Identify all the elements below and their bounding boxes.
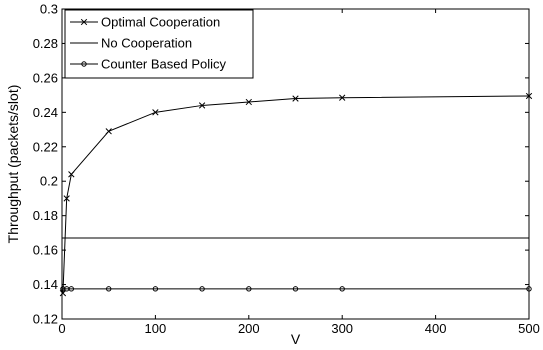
data-point xyxy=(339,286,345,292)
legend-item: Counter Based Policy xyxy=(70,57,227,72)
legend-marker xyxy=(81,61,87,67)
data-point xyxy=(105,128,112,135)
data-point xyxy=(63,195,70,202)
legend-box xyxy=(64,9,254,79)
data-point xyxy=(246,286,252,292)
y-tick-label: 0.26 xyxy=(33,70,58,85)
data-point xyxy=(59,290,67,297)
data-point xyxy=(152,286,159,292)
legend-marker xyxy=(80,18,88,26)
plot-content xyxy=(59,92,533,297)
data-point xyxy=(292,95,299,102)
y-tick-label: 0.28 xyxy=(33,36,58,51)
series-2 xyxy=(60,286,532,292)
plot-frame xyxy=(61,8,530,320)
y-tick-label: 0.2 xyxy=(40,174,58,189)
y-tick-label: 0.24 xyxy=(33,105,58,120)
data-point xyxy=(106,286,112,292)
data-point xyxy=(152,109,159,116)
series-line xyxy=(62,95,530,294)
legend-item: Optimal Cooperation xyxy=(70,15,220,30)
x-tick-label: 0 xyxy=(58,321,65,336)
data-point xyxy=(68,286,75,292)
series-0 xyxy=(59,92,533,297)
y-tick-label: 0.18 xyxy=(33,208,58,223)
x-tick-label: 500 xyxy=(518,321,540,336)
y-axis-label: Throughput (packets/slot) xyxy=(5,85,21,244)
data-point xyxy=(339,94,346,101)
y-tick-label: 0.22 xyxy=(33,139,58,154)
data-point xyxy=(199,286,205,292)
y-tick-label: 0.16 xyxy=(33,243,58,258)
axis-ticks: 0 100 200 300 400 500 0.12 0.14 0.16 0.18 0.2 0.22 0… xyxy=(33,2,540,337)
legend-label: Optimal Cooperation xyxy=(101,15,220,30)
legend-label: Counter Based Policy xyxy=(101,57,227,72)
data-point xyxy=(198,102,206,109)
y-tick-label: 0.3 xyxy=(40,2,58,17)
legend-label: No Cooperation xyxy=(101,36,192,51)
y-tick-label: 0.14 xyxy=(33,277,58,292)
data-point xyxy=(68,171,75,178)
legend-item: No Cooperation xyxy=(70,36,192,51)
legend: Optimal Cooperation No Cooperation Counter… xyxy=(64,9,254,79)
data-point xyxy=(292,286,299,292)
x-tick-label: 400 xyxy=(425,321,447,336)
x-tick-label: 200 xyxy=(238,321,260,336)
y-tick-label: 0.12 xyxy=(33,312,58,327)
x-tick-label: 300 xyxy=(331,321,353,336)
data-point xyxy=(245,98,252,106)
x-tick-label: 100 xyxy=(145,321,167,336)
data-point xyxy=(60,286,66,292)
x-axis-label: V xyxy=(291,331,301,347)
